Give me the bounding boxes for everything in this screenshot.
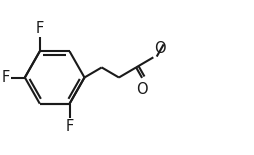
Text: F: F: [1, 70, 9, 85]
Text: O: O: [153, 41, 165, 56]
Text: F: F: [65, 119, 73, 134]
Text: O: O: [136, 82, 147, 97]
Text: F: F: [36, 21, 44, 36]
